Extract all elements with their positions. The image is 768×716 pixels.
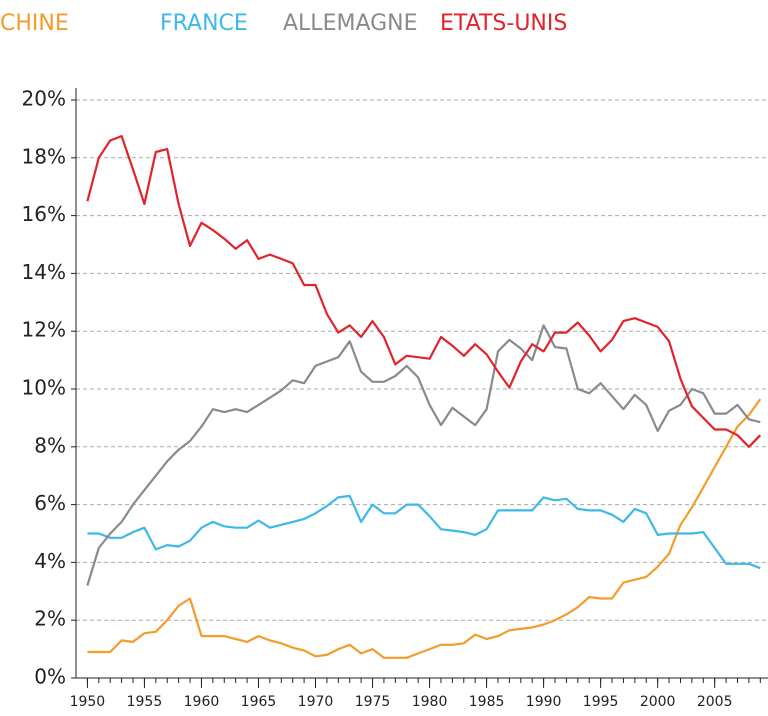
y-tick-label: 0% (34, 665, 66, 689)
x-tick-label: 1980 (412, 694, 448, 710)
x-tick-label: 2005 (697, 694, 733, 710)
x-tick-label: 1950 (70, 694, 106, 710)
x-tick-label: 1975 (355, 694, 391, 710)
y-tick-label: 16% (22, 202, 66, 226)
legend-entry: FRANCE (160, 11, 248, 36)
series-line (86, 324, 761, 586)
y-tick-label: 18% (22, 144, 66, 168)
legend-entry: ETATS-UNIS (440, 11, 567, 36)
y-tick-label: 8% (34, 433, 66, 457)
x-tick-label: 1960 (184, 694, 220, 710)
y-tick-label: 14% (22, 260, 66, 284)
series-line (86, 135, 762, 448)
x-tick-label: 1995 (583, 694, 619, 710)
y-tick-label: 12% (22, 318, 66, 342)
series-line (87, 398, 762, 659)
x-tick-label: 1985 (469, 694, 505, 710)
legend-entry: CHINE (0, 11, 69, 36)
legend-entry: ALLEMAGNE (283, 11, 418, 36)
x-tick-label: 1970 (298, 694, 334, 710)
x-tick-label: 2000 (640, 694, 676, 710)
y-tick-label: 10% (22, 376, 66, 400)
x-tick-label: 1965 (241, 694, 277, 710)
series-line (87, 494, 761, 570)
y-tick-label: 4% (34, 549, 66, 573)
y-tick-label: 2% (34, 607, 66, 631)
y-tick-label: 20% (22, 87, 66, 111)
y-tick-label: 6% (34, 491, 66, 515)
x-tick-label: 1955 (127, 694, 163, 710)
x-tick-label: 1990 (526, 694, 562, 710)
